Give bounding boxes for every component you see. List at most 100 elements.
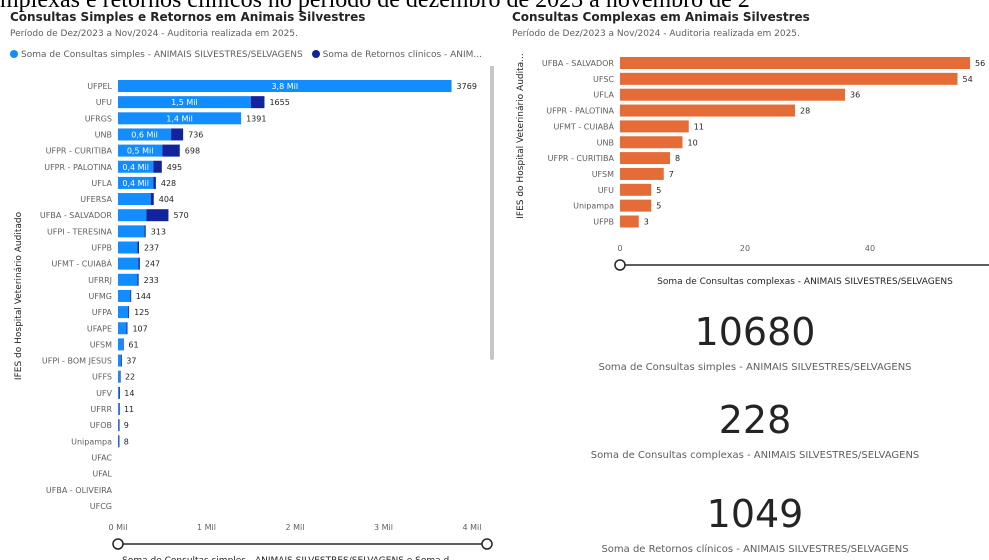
bar-retornos-unb[interactable]: [171, 128, 184, 141]
bar-simples-ufpel[interactable]: [118, 80, 452, 92]
x-tick-1: 20: [740, 244, 750, 253]
bar-retornos-ufba-salvador[interactable]: [146, 209, 169, 222]
value-label-unb: 10: [688, 138, 698, 147]
bar-simples-ufba-salvador[interactable]: [118, 209, 147, 222]
bar-retornos-ufmg[interactable]: [130, 289, 132, 302]
total-label-ufu: 1655: [269, 98, 289, 107]
bar-simples-ufv[interactable]: [118, 386, 120, 399]
zoom-slider-left-handle[interactable]: [614, 259, 626, 271]
zoom-slider-right-handle[interactable]: [481, 538, 493, 550]
x-tick-0: 0: [617, 244, 622, 253]
bar-complexas-unb[interactable]: [620, 136, 683, 149]
vertical-scrollbar-thumb[interactable]: [490, 66, 494, 360]
bar-complexas-unipampa[interactable]: [620, 199, 652, 212]
bar-retornos-ufpb[interactable]: [137, 241, 139, 254]
bar-retornos-ufape[interactable]: [126, 322, 128, 335]
bar-retornos-ufu[interactable]: [250, 96, 265, 109]
bar-retornos-ufrr[interactable]: [118, 403, 120, 415]
category-label-ufpb: UFPB: [593, 218, 614, 227]
bar-simples-ufrrj[interactable]: [118, 273, 138, 286]
bar-complexas-ufla[interactable]: [620, 88, 845, 101]
category-label-ufpi-bom-jesus: UFPI - BOM JESUS: [42, 357, 112, 366]
bar-retornos-unipampa[interactable]: [118, 435, 120, 448]
bar-retornos-ufrrj[interactable]: [137, 273, 139, 286]
category-label-ufob: UFOB: [90, 421, 112, 430]
bar-simples-ufpa[interactable]: [118, 306, 129, 319]
bar-complexas-ufpr-palotina[interactable]: [620, 104, 795, 117]
category-label-ufmt-cuiaba: UFMT - CUIABÁ: [554, 120, 615, 131]
bar-simples-ufersa[interactable]: [118, 193, 151, 206]
bar-complexas-ufpr-curitiba[interactable]: [620, 152, 670, 165]
bar-simples-ufpb[interactable]: [118, 241, 138, 254]
category-label-ufpr-palotina: UFPR - PALOTINA: [546, 107, 614, 116]
value-label-unipampa: 5: [656, 202, 661, 211]
category-label-unb: UNB: [95, 130, 112, 139]
bar-simples-unb[interactable]: [118, 128, 172, 141]
bar-simples-ufrgs[interactable]: [118, 112, 242, 125]
bar-simples-ufpr-curitiba[interactable]: [118, 144, 163, 157]
value-label-ufmt-cuiaba: 11: [694, 122, 704, 131]
category-label-ufpr-curitiba: UFPR - CURITIBA: [46, 147, 113, 156]
bar-complexas-ufsm[interactable]: [620, 167, 664, 180]
category-label-ufba-salvador: UFBA - SALVADOR: [542, 59, 615, 68]
total-label-unipampa: 8: [124, 437, 129, 446]
bar-retornos-ufersa[interactable]: [150, 193, 154, 206]
kpi-retornos-value: 1049: [706, 492, 804, 536]
bar-complexas-ufu[interactable]: [620, 183, 652, 196]
bar-retornos-ufla[interactable]: [153, 176, 156, 189]
bar-simples-ufmt-cuiaba[interactable]: [118, 257, 139, 270]
x-tick-4: 4 Mil: [463, 523, 482, 532]
bar-retornos-uffs[interactable]: [119, 370, 121, 383]
bar-complexas-ufba-salvador[interactable]: [620, 57, 970, 69]
bar-complexas-ufsc[interactable]: [620, 72, 958, 85]
bar-retornos-ufpr-curitiba[interactable]: [162, 144, 180, 157]
category-label-ufmg: UFMG: [88, 292, 112, 301]
bar-retornos-ufv[interactable]: [119, 386, 120, 399]
page-banner-text: mplexas e retornos clínicos no período d…: [0, 0, 750, 13]
bar-simples-ufla[interactable]: [118, 176, 154, 189]
bar-simples-ufob[interactable]: [118, 419, 119, 432]
bar-simples-ufpi-bom-jesus[interactable]: [118, 354, 122, 367]
y-axis-title: IFES do Hospital Veterinário Audita...: [516, 53, 526, 219]
category-label-ufpb: UFPB: [91, 244, 112, 253]
bar-retornos-ufmt-cuiaba[interactable]: [138, 257, 140, 270]
bar-complexas-ufpb[interactable]: [620, 215, 639, 228]
bar-simples-ufpr-palotina[interactable]: [118, 160, 154, 173]
x-axis-title: Soma de Consultas simples - ANIMAIS SILV…: [122, 556, 458, 560]
bar-retornos-ufsm[interactable]: [122, 338, 124, 351]
x-tick-2: 2 Mil: [286, 523, 305, 532]
total-label-ufersa: 404: [159, 195, 174, 204]
total-label-ufrr: 11: [124, 405, 134, 414]
value-label-ufsm: 7: [669, 170, 674, 179]
total-label-ufrrj: 233: [144, 276, 159, 285]
total-label-unb: 736: [188, 130, 203, 139]
bar-simples-unipampa[interactable]: [118, 435, 119, 448]
category-label-ufpr-palotina: UFPR - PALOTINA: [44, 163, 112, 172]
bar-complexas-ufmt-cuiaba[interactable]: [620, 120, 689, 133]
value-label-ufla: 36: [850, 91, 860, 100]
bar-simples-ufmg[interactable]: [118, 289, 131, 302]
bar-retornos-ufpa[interactable]: [128, 306, 130, 319]
bar-retornos-ufpi-bom-jesus[interactable]: [121, 354, 122, 367]
bar-simples-ufsm[interactable]: [118, 338, 123, 351]
value-label-ufba-salvador: 56: [975, 59, 985, 68]
kpi-consultas-simples-label: Soma de Consultas simples - ANIMAIS SILV…: [598, 362, 912, 373]
category-label-ufrr: UFRR: [90, 405, 112, 414]
legend-item-retornos[interactable]: Soma de Retornos clínicos - ANIM...: [311, 50, 482, 60]
category-label-ufac: UFAC: [91, 453, 112, 462]
bar-simples-uffs[interactable]: [118, 370, 120, 383]
zoom-slider-left-handle[interactable]: [112, 538, 124, 550]
bar-simples-ufu[interactable]: [118, 96, 251, 109]
bar-simples-ufape[interactable]: [118, 322, 127, 335]
bar-retornos-ufpi-teresina[interactable]: [144, 225, 146, 238]
bar-retornos-ufob[interactable]: [118, 419, 120, 432]
category-label-ufpi-teresina: UFPI - TERESINA: [47, 227, 113, 236]
total-label-ufpb: 237: [144, 244, 159, 253]
bar-retornos-ufpr-palotina[interactable]: [153, 160, 162, 173]
legend-label-retornos: Soma de Retornos clínicos - ANIM...: [322, 50, 482, 60]
legend-item-simples[interactable]: Soma de Consultas simples - ANIMAIS SILV…: [10, 50, 303, 60]
category-label-ufu: UFU: [598, 186, 614, 195]
bar-simples-ufrr[interactable]: [118, 403, 119, 415]
bar-simples-ufpi-teresina[interactable]: [118, 225, 145, 238]
category-label-ufsm: UFSM: [592, 170, 614, 179]
